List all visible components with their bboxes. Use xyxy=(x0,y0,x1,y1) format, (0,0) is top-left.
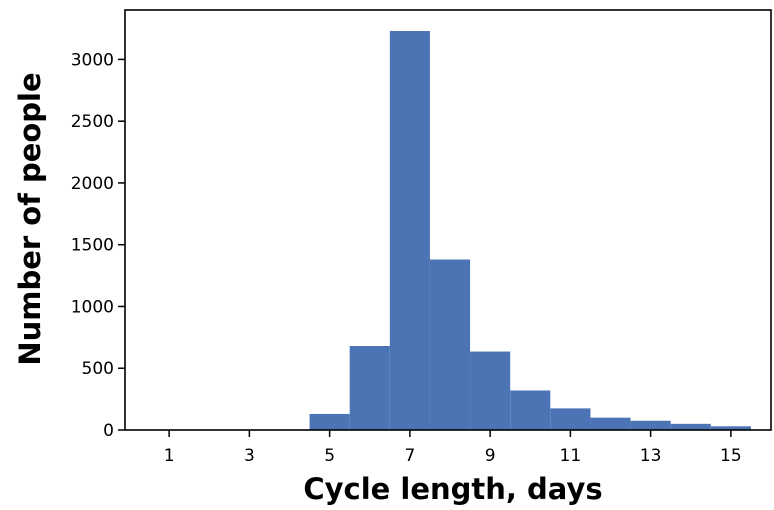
y-tick-label: 2500 xyxy=(71,112,114,132)
histogram-bar-0 xyxy=(309,413,350,430)
y-tick-label: 1000 xyxy=(71,297,114,317)
histogram-bar-10 xyxy=(710,426,751,430)
x-tick-label: 15 xyxy=(720,446,742,466)
x-tick-label: 9 xyxy=(485,446,496,466)
y-tick-label: 0 xyxy=(103,421,114,441)
y-tick-label: 500 xyxy=(82,359,114,379)
x-axis: 1 3 5 7 9 11 13 15 xyxy=(164,430,742,466)
histogram-bar-9 xyxy=(670,423,711,430)
histogram-bar-5 xyxy=(510,390,551,430)
y-axis-title: Number of people xyxy=(13,72,47,365)
y-tick-label: 1500 xyxy=(71,236,114,256)
x-tick-label: 11 xyxy=(560,446,582,466)
histogram-bar-2 xyxy=(389,31,430,430)
histogram-bar-3 xyxy=(429,259,471,430)
x-tick-label: 5 xyxy=(324,446,335,466)
y-axis: 0 500 1000 1500 2000 2500 3000 xyxy=(71,50,125,441)
histogram-bar-6 xyxy=(550,408,591,430)
y-tick-label: 2000 xyxy=(71,174,114,194)
histogram-bar-4 xyxy=(470,351,511,430)
x-tick-label: 3 xyxy=(244,446,255,466)
bars-group xyxy=(309,31,751,430)
y-tick-label: 3000 xyxy=(71,50,114,70)
x-tick-label: 7 xyxy=(404,446,415,466)
x-axis-title: Cycle length, days xyxy=(303,472,602,506)
histogram-bar-7 xyxy=(590,417,631,430)
x-tick-label: 1 xyxy=(164,446,175,466)
histogram-bar-8 xyxy=(630,420,671,430)
x-tick-label: 13 xyxy=(640,446,662,466)
histogram-bar-1 xyxy=(349,346,390,430)
plot-frame xyxy=(124,9,772,431)
